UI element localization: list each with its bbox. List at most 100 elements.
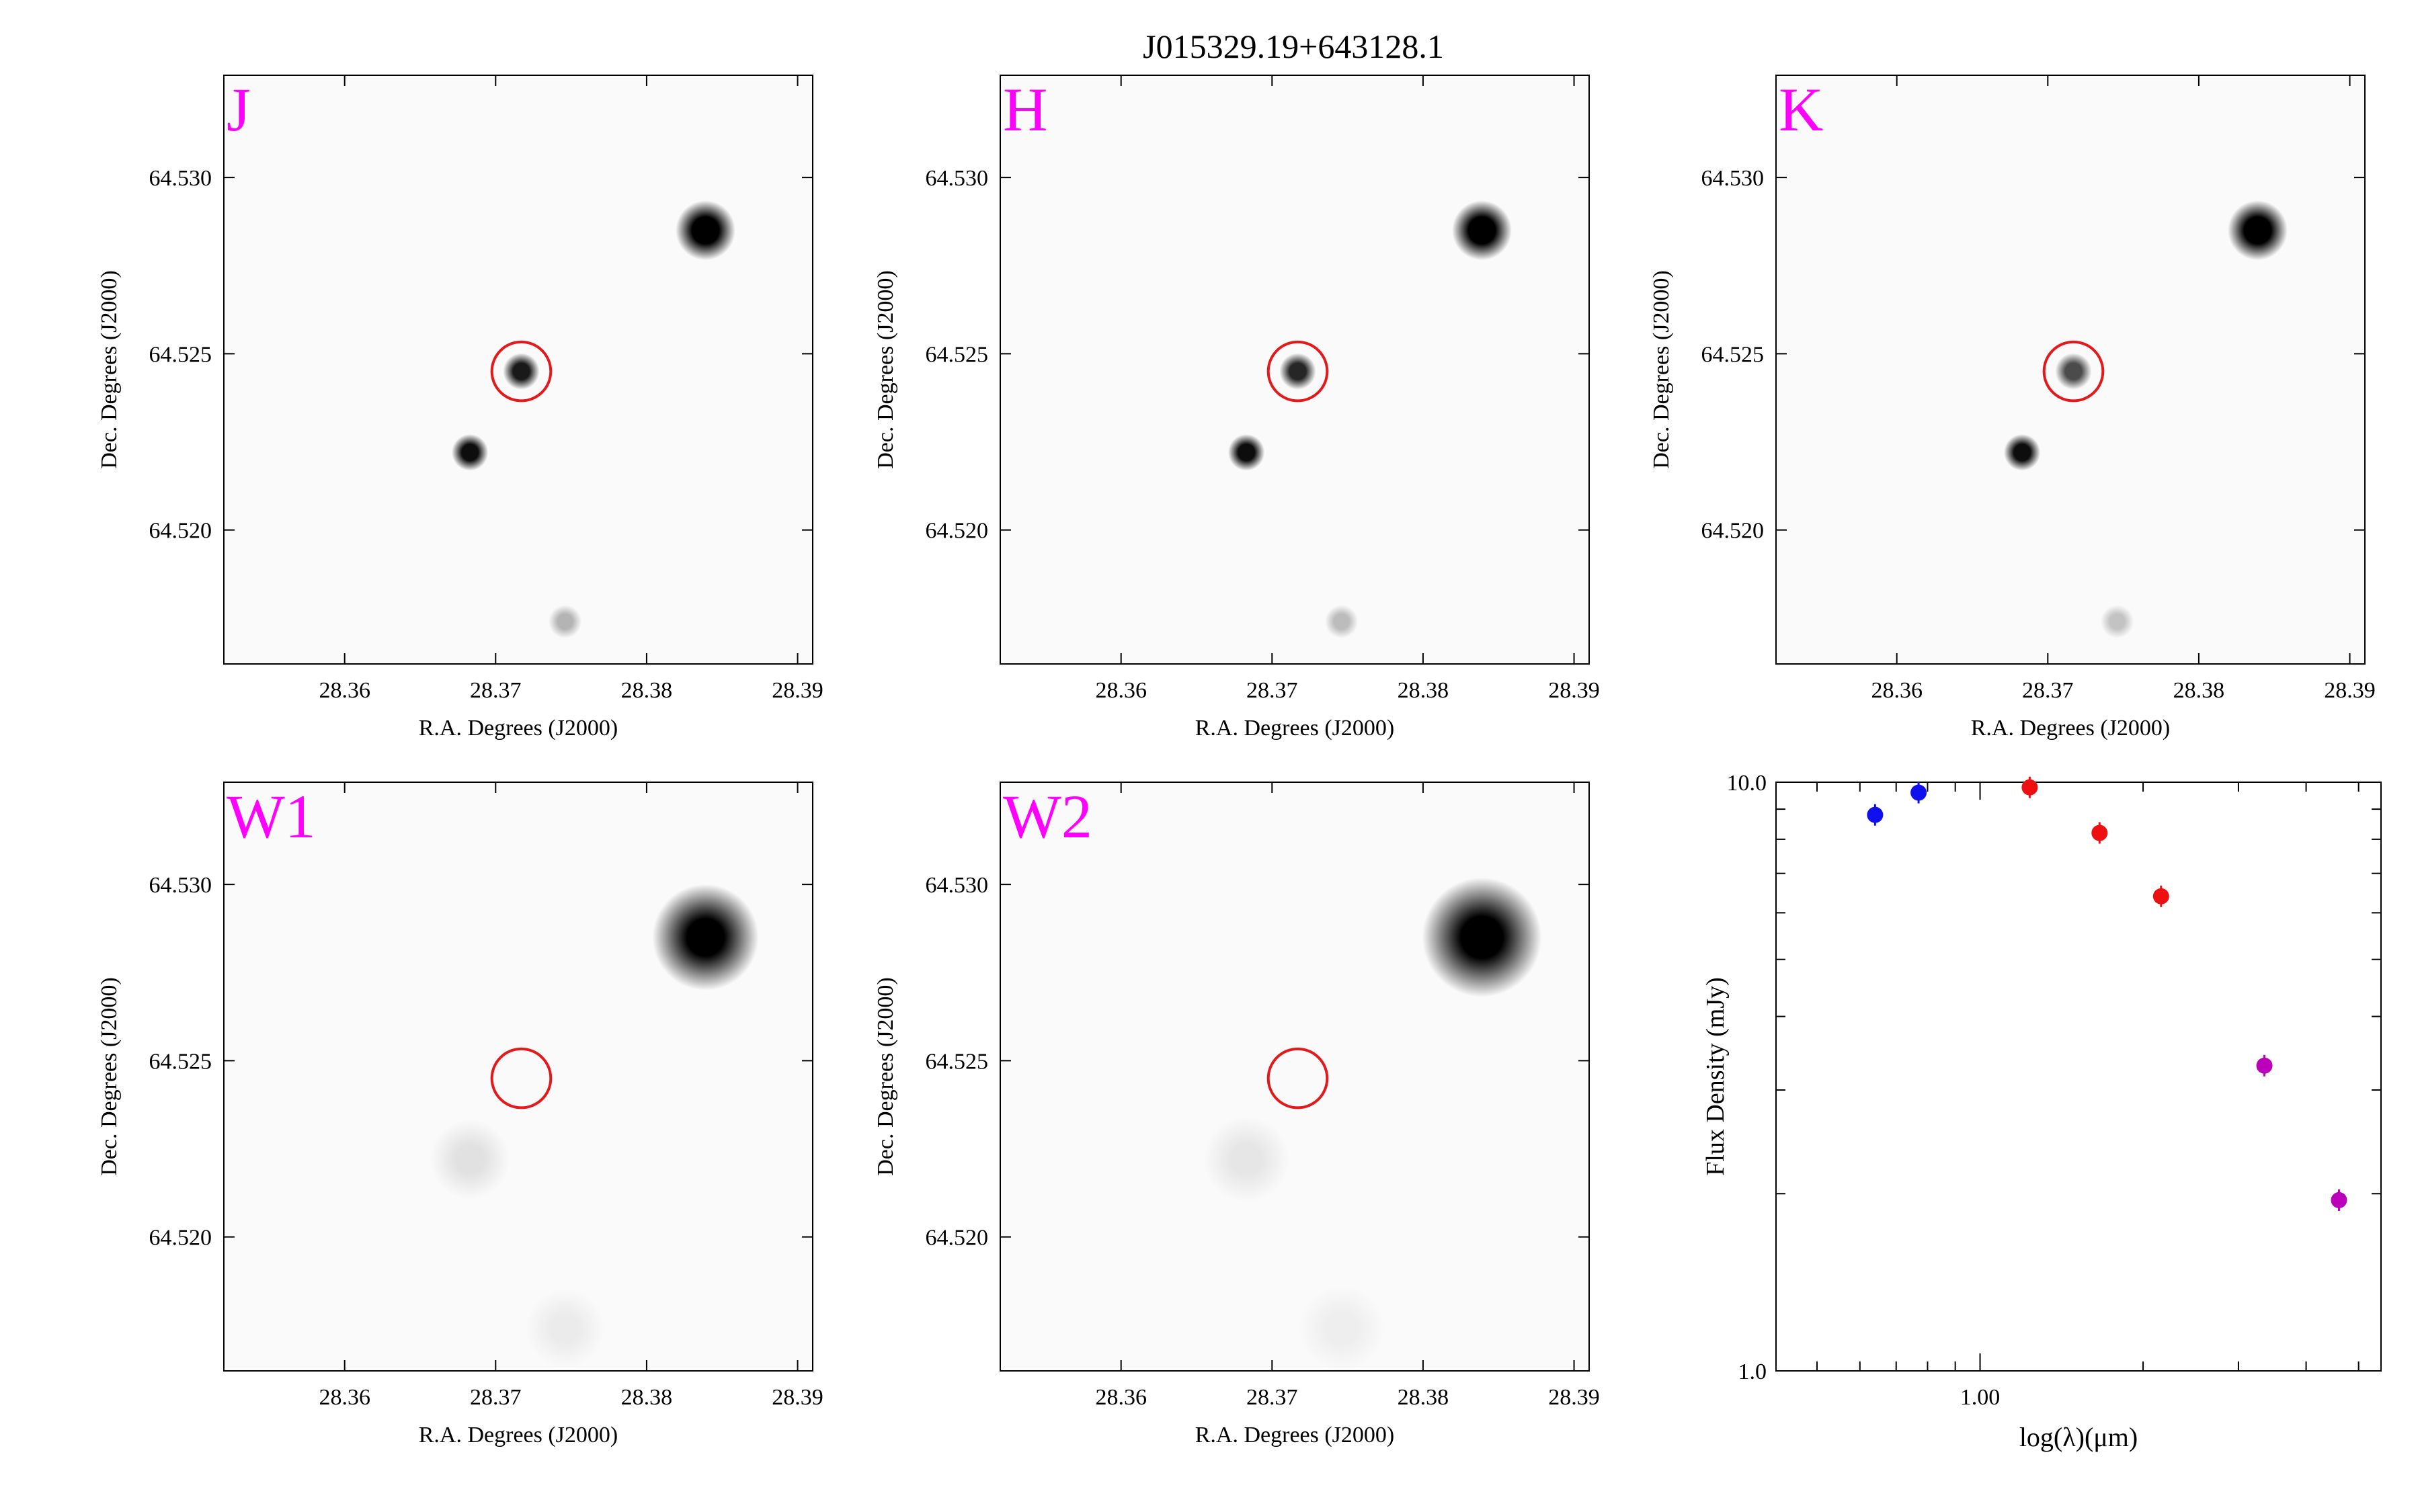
sed-point (1867, 806, 1884, 823)
source (676, 200, 735, 261)
sed-x-axis-label: log(λ)(μm) (2019, 1422, 2138, 1452)
target-circle (1266, 1047, 1329, 1109)
source (525, 1288, 605, 1369)
panel-frame (223, 782, 813, 1372)
source (652, 884, 759, 991)
y-axis-label: Dec. Degrees (J2000) (873, 270, 898, 469)
x-tick-label: 28.37 (2022, 678, 2074, 703)
source (1298, 1285, 1385, 1371)
y-tick-label: 64.530 (149, 166, 212, 191)
source (1227, 434, 1265, 471)
x-tick-label: 28.36 (319, 1385, 370, 1410)
source (1324, 605, 1359, 638)
panel-frame (1000, 782, 1590, 1372)
source (2055, 353, 2092, 390)
sed-x-tick-label: 1.00 (1960, 1385, 2001, 1410)
x-tick-label: 28.39 (772, 678, 823, 703)
x-tick-label: 28.38 (2173, 678, 2225, 703)
panel-background (1000, 782, 1589, 1371)
panel-frame (1000, 75, 1590, 665)
sed-point (2331, 1191, 2347, 1208)
panel-frame (223, 75, 813, 665)
sources (1203, 877, 1542, 1371)
target-circle (2042, 340, 2105, 403)
y-tick-label: 64.530 (926, 873, 989, 898)
image-panel-w2: 28.36 28.37 28.38 28.39 64.530 64.525 64.520 R.… (873, 782, 1600, 1447)
x-tick-label: 28.39 (1548, 1385, 1600, 1410)
target-circle (490, 340, 553, 403)
image-panels: 28.36 28.37 28.38 28.39 64.530 64.525 64.520 R.… (97, 75, 2376, 1447)
x-axis-label: R.A. Degrees (J2000) (419, 716, 618, 741)
x-tick-label: 28.37 (470, 1385, 522, 1410)
y-tick-label: 64.520 (926, 519, 989, 544)
sed-y-tick-label: 1.0 (1738, 1359, 1767, 1384)
y-tick-label: 64.525 (926, 342, 989, 367)
sources (430, 884, 759, 1369)
x-tick-label: 28.36 (319, 678, 370, 703)
x-axis-label: R.A. Degrees (J2000) (1195, 716, 1395, 741)
source (451, 434, 489, 471)
x-tick-label: 28.37 (470, 678, 522, 703)
y-axis-label: Dec. Degrees (J2000) (97, 977, 122, 1176)
image-panel-j: 28.36 28.37 28.38 28.39 64.530 64.525 64.520 R.… (97, 75, 823, 741)
band-label: W2 (1003, 782, 1092, 851)
sed-point (2091, 825, 2108, 841)
x-axis-label: R.A. Degrees (J2000) (419, 1423, 618, 1447)
source (1279, 353, 1316, 390)
sed-frame (1775, 782, 2382, 1372)
figure-title: J015329.19+643128.1 (1143, 28, 1444, 65)
y-tick-label: 64.525 (1701, 342, 1765, 367)
band-label: H (1003, 75, 1047, 144)
band-label: W1 (227, 782, 316, 851)
y-tick-label: 64.520 (149, 519, 212, 544)
panel-background (224, 782, 813, 1371)
target-circle (1266, 340, 1329, 403)
x-tick-label: 28.36 (1095, 1385, 1147, 1410)
x-tick-label: 28.38 (621, 678, 673, 703)
y-tick-label: 64.520 (1701, 519, 1765, 544)
sources (451, 200, 735, 638)
band-label: J (227, 75, 251, 144)
x-tick-label: 28.36 (1095, 678, 1147, 703)
sources (2003, 200, 2288, 638)
sed-point (1910, 784, 1927, 801)
source (2100, 605, 2134, 638)
x-tick-label: 28.39 (2324, 678, 2376, 703)
y-axis-label: Dec. Degrees (J2000) (873, 977, 898, 1176)
sed-point (2256, 1057, 2273, 1074)
x-tick-label: 28.39 (1548, 678, 1600, 703)
y-tick-label: 64.525 (926, 1049, 989, 1074)
source (2003, 434, 2041, 471)
y-axis-label: Dec. Degrees (J2000) (97, 270, 122, 469)
image-panel-k: 28.36 28.37 28.38 28.39 64.530 64.525 64.520 R.… (1649, 75, 2376, 741)
y-tick-label: 64.525 (149, 342, 212, 367)
y-tick-label: 64.530 (926, 166, 989, 191)
x-axis-label: R.A. Degrees (J2000) (1195, 1423, 1395, 1447)
image-panel-h: 28.36 28.37 28.38 28.39 64.530 64.525 64.520 R.… (873, 75, 1600, 741)
x-tick-label: 28.38 (1398, 1385, 1449, 1410)
source (1452, 200, 1512, 261)
band-label: K (1779, 75, 1823, 144)
image-panel-w1: 28.36 28.37 28.38 28.39 64.530 64.525 64.520 R.… (97, 782, 823, 1447)
sed-point (2152, 888, 2169, 905)
source (1203, 1116, 1290, 1203)
y-tick-label: 64.530 (149, 873, 212, 898)
y-tick-label: 64.525 (149, 1049, 212, 1074)
x-tick-label: 28.36 (1871, 678, 1923, 703)
y-axis-label: Dec. Degrees (J2000) (1649, 270, 1674, 469)
y-tick-label: 64.520 (926, 1226, 989, 1251)
x-tick-label: 28.38 (1398, 678, 1449, 703)
sed-chart: 1.00 10.0 1.0 log(λ)(μm) Flux Density (mJy) (1701, 771, 2382, 1452)
source (548, 605, 582, 638)
x-tick-label: 28.39 (772, 1385, 823, 1410)
x-tick-label: 28.37 (1246, 678, 1298, 703)
source (503, 353, 540, 390)
target-circle (490, 1047, 553, 1109)
x-axis-label: R.A. Degrees (J2000) (1971, 716, 2171, 741)
x-tick-label: 28.37 (1246, 1385, 1298, 1410)
source (430, 1119, 510, 1200)
source (2228, 200, 2288, 261)
y-tick-label: 64.530 (1701, 166, 1765, 191)
sources (1227, 200, 1512, 638)
